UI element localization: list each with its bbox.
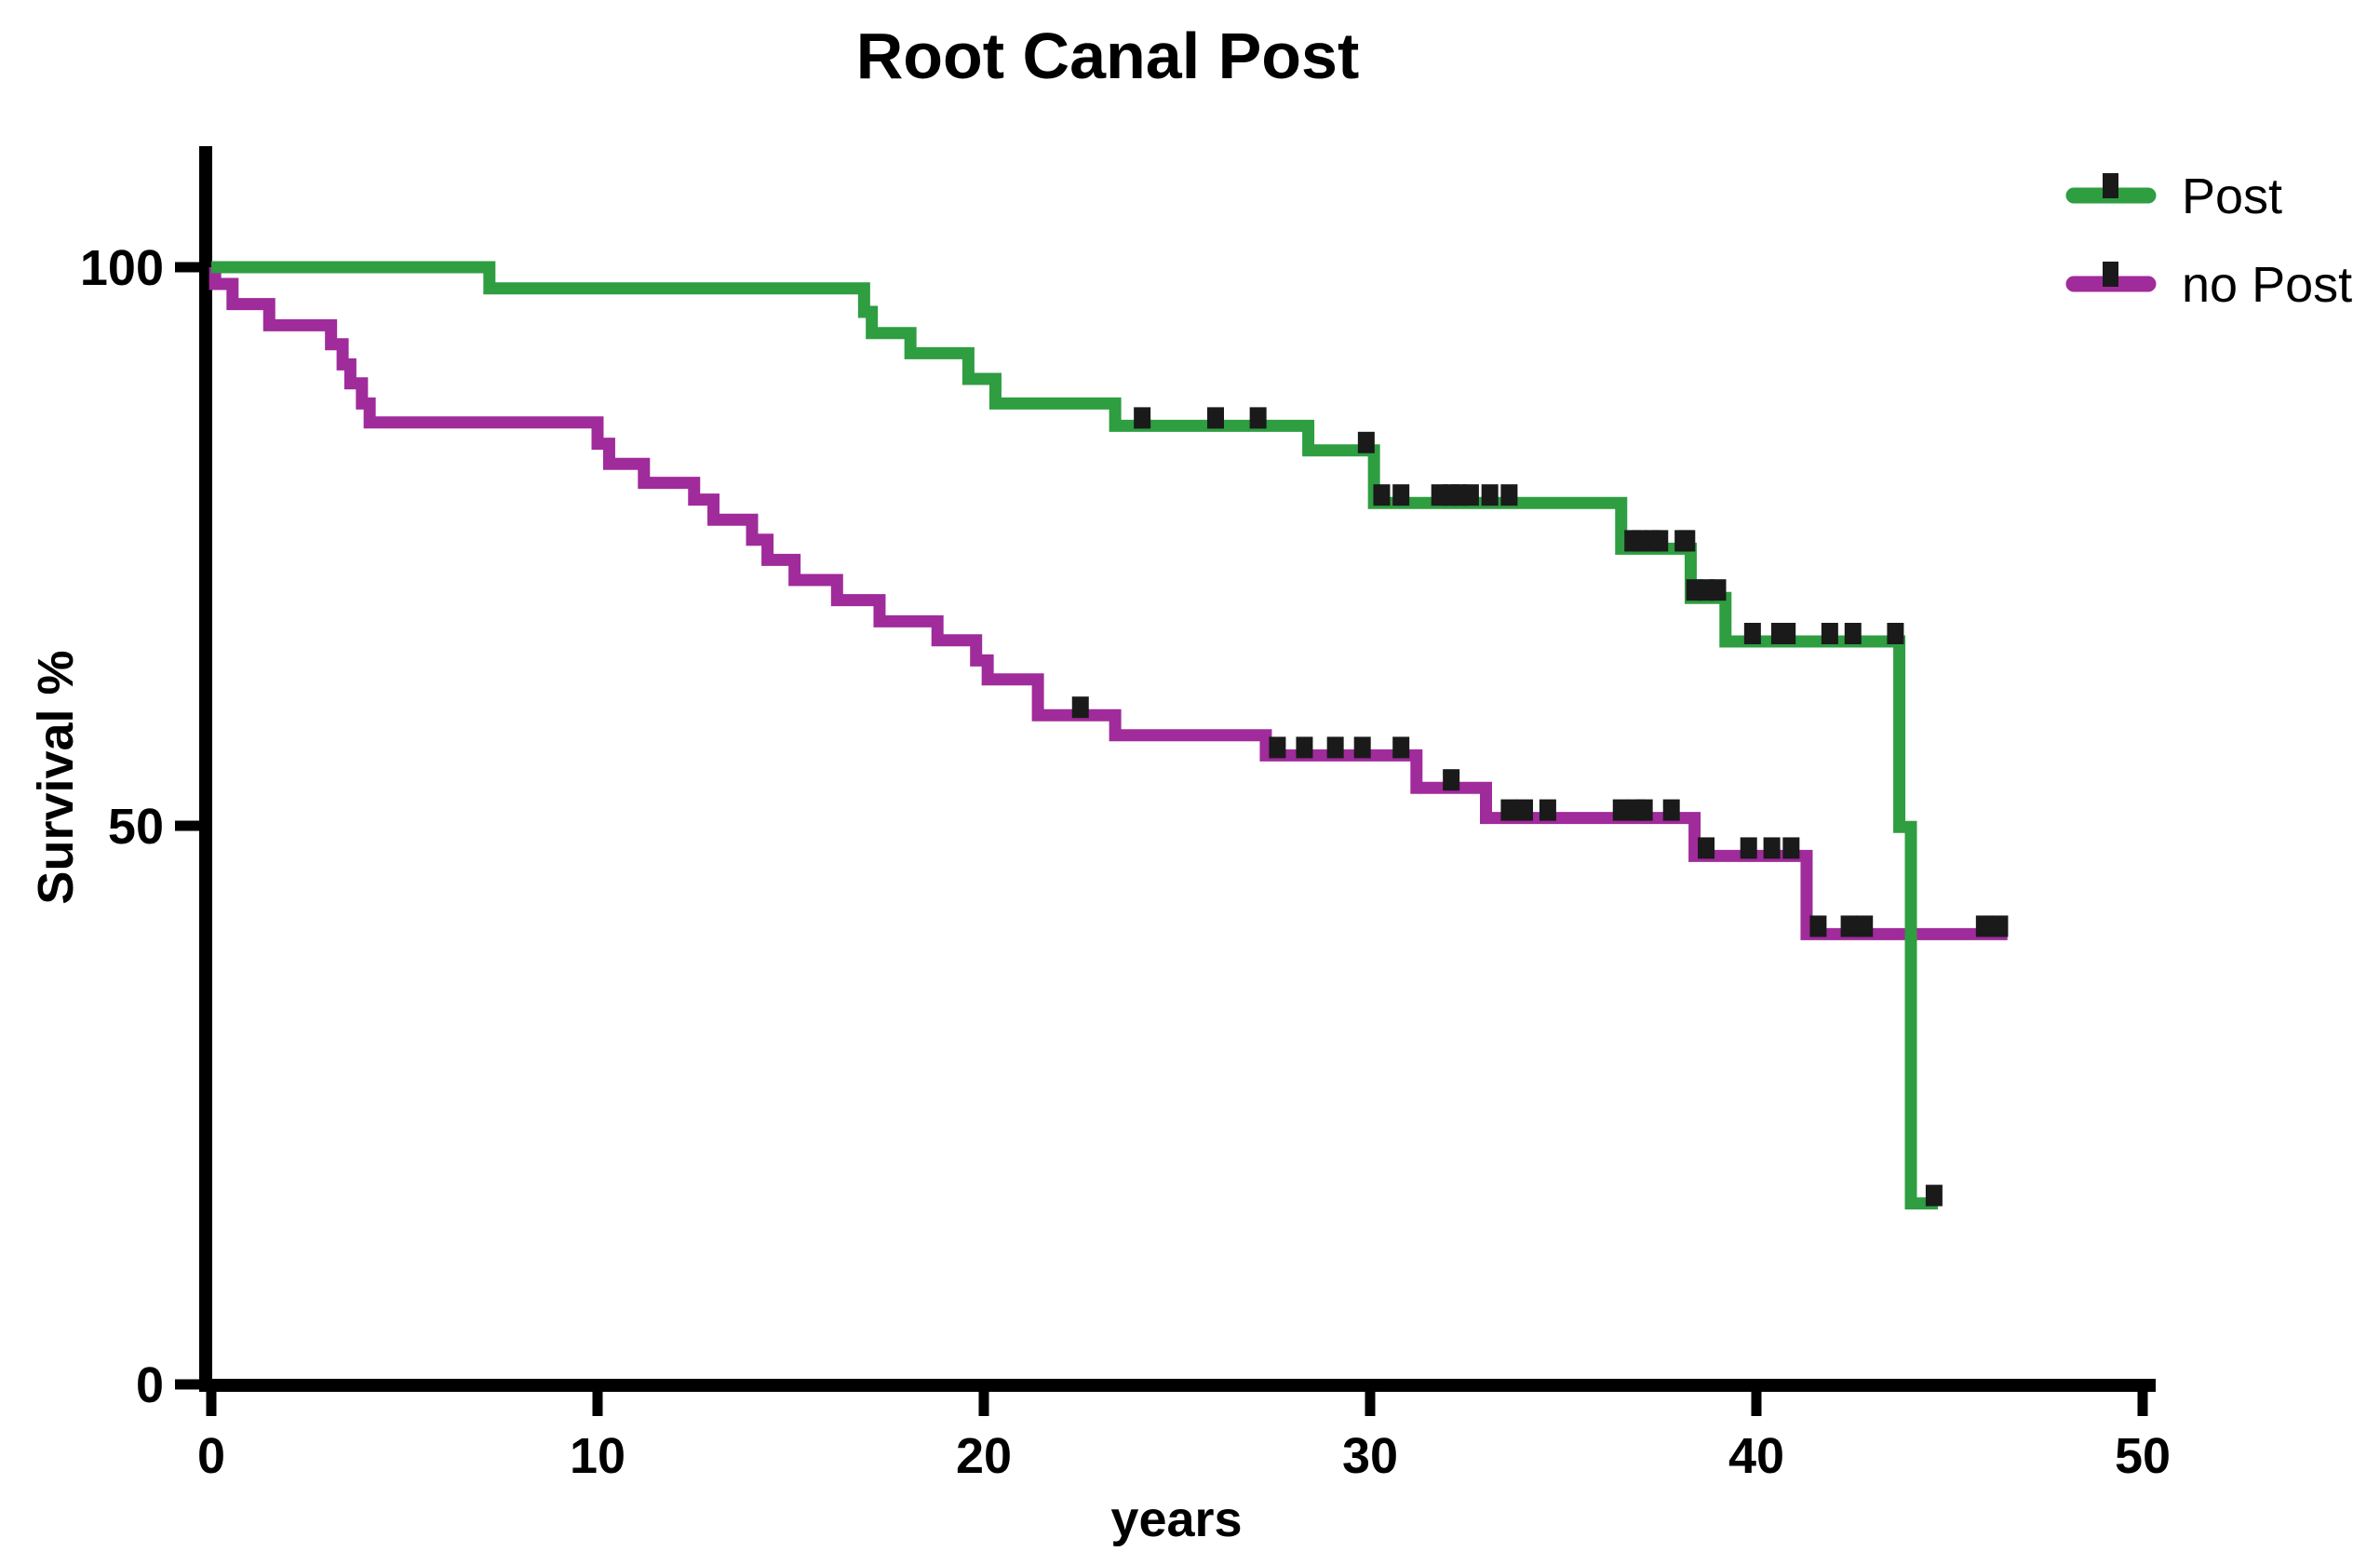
legend-item-post: Post [2065, 169, 2282, 224]
y-tick-label: 50 [108, 799, 164, 855]
censor-mark [1516, 799, 1533, 821]
censor-mark [1925, 1184, 1943, 1207]
x-tick [2137, 1391, 2148, 1416]
censor-mark [1887, 623, 1904, 644]
y-tick-label: 100 [80, 240, 164, 296]
series-post [211, 261, 1943, 1210]
x-tick-label: 10 [570, 1428, 625, 1484]
y-tick [175, 1379, 203, 1390]
y-tick-label: 0 [136, 1357, 164, 1413]
censor-mark [1443, 769, 1460, 791]
x-tick [592, 1391, 603, 1416]
series-layer [208, 261, 2009, 1210]
censor-mark [1782, 837, 1800, 859]
censor-mark [1357, 431, 1375, 453]
censor-mark [1539, 799, 1556, 821]
series-no-post [208, 261, 2009, 940]
censor-mark [1269, 736, 1286, 759]
censor-mark [1856, 915, 1874, 938]
legend-item-no-post: no Post [2065, 257, 2352, 313]
censor-tick-icon [2103, 262, 2118, 287]
censor-mark [1134, 407, 1151, 429]
x-tick [206, 1391, 217, 1416]
censor-mark [1353, 736, 1371, 759]
censor-mark [1296, 736, 1313, 759]
censor-mark [1500, 799, 1518, 821]
legend-label-no-post: no Post [2182, 257, 2352, 313]
censor-mark [1662, 799, 1680, 821]
censor-mark [1809, 915, 1827, 938]
censor-mark [1698, 837, 1715, 859]
x-tick-label: 50 [2115, 1428, 2171, 1484]
censor-mark [1678, 530, 1696, 552]
censor-mark [1975, 915, 1993, 938]
survival-step-line [208, 261, 2008, 940]
censor-tick-icon [2103, 173, 2118, 198]
y-tick [175, 820, 203, 831]
censor-mark [1373, 484, 1391, 506]
censor-mark [1740, 837, 1757, 859]
censor-mark [1743, 623, 1761, 644]
legend-label-post: Post [2182, 169, 2282, 224]
x-tick-label: 40 [1728, 1428, 1784, 1484]
censor-mark [1392, 736, 1410, 759]
legend: Post no Post [2065, 169, 2352, 313]
x-tick-label: 30 [1342, 1428, 1398, 1484]
censor-mark [1500, 484, 1518, 506]
censor-mark [1991, 915, 2009, 938]
censor-mark [1612, 799, 1630, 821]
censor-mark [1392, 484, 1410, 506]
x-tick [1751, 1391, 1762, 1416]
censor-mark [1207, 407, 1224, 429]
x-tick-marks: 0 10 20 30 40 50 [197, 1391, 2171, 1484]
x-axis [199, 1379, 2156, 1392]
x-tick [1365, 1391, 1376, 1416]
censor-mark [1481, 484, 1499, 506]
censor-mark [1326, 736, 1344, 759]
survival-step-line [211, 261, 1939, 1210]
censor-mark [1821, 623, 1838, 644]
censor-mark [1779, 623, 1796, 644]
censor-mark [1844, 623, 1862, 644]
y-tick [175, 262, 203, 273]
censor-mark [1071, 696, 1089, 719]
censor-mark [1635, 799, 1653, 821]
x-tick-label: 0 [197, 1428, 225, 1484]
y-axis [199, 146, 212, 1391]
plot-axes [199, 146, 2156, 1392]
x-tick [978, 1391, 989, 1416]
y-tick-marks: 100 50 0 [80, 240, 203, 1413]
censor-mark [1249, 407, 1267, 429]
chart-title: Root Canal Post [856, 20, 1360, 92]
censor-mark [1763, 837, 1781, 859]
x-tick-label: 20 [956, 1428, 1012, 1484]
censor-mark [1651, 530, 1669, 552]
censor-mark [1840, 915, 1858, 938]
y-axis-label: Survival % [28, 650, 84, 904]
censor-mark [1709, 579, 1727, 601]
x-axis-label: years [1110, 1491, 1242, 1547]
censor-mark [1461, 484, 1479, 506]
